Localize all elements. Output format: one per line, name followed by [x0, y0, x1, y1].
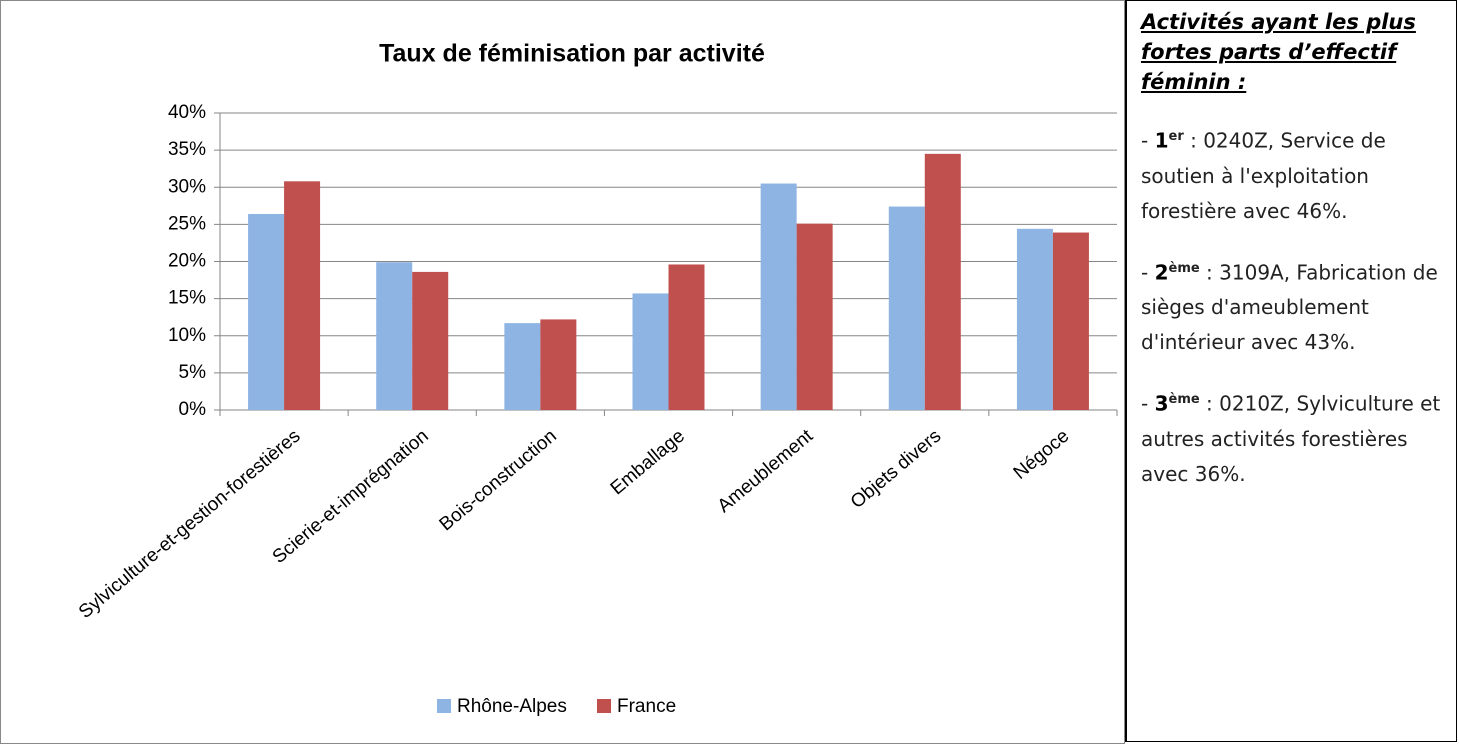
bar [760, 183, 797, 410]
item-rank: 2 [1154, 260, 1169, 285]
panel-heading: Activités ayant les plus fortes parts d’… [1141, 10, 1416, 94]
bar [412, 271, 449, 410]
legend-swatch [597, 699, 611, 713]
bar [632, 293, 669, 410]
chart-title: Taux de féminisation par activité [379, 40, 765, 68]
y-tick-label: 20% [168, 251, 206, 272]
bar [668, 264, 705, 410]
item-rank: 3 [1154, 391, 1169, 416]
bar [248, 213, 285, 410]
item-rank-suffix: ème [1168, 260, 1200, 276]
bar [1052, 232, 1089, 410]
y-tick-label: 40% [168, 102, 206, 123]
bar [504, 323, 541, 410]
item-rank-suffix: ème [1168, 392, 1200, 408]
y-tick-label: 5% [179, 362, 207, 383]
bar [540, 319, 577, 410]
item-text: : 0210Z, Sylviculture et autres activité… [1141, 391, 1441, 486]
bar [924, 153, 961, 410]
item-rank: 1 [1154, 128, 1169, 153]
item-prefix: - [1141, 128, 1155, 153]
item-prefix: - [1141, 260, 1155, 285]
chart-container: Taux de féminisation par activité 0% 5% 10… [0, 0, 1125, 744]
legend-label: Rhône-Alpes [457, 696, 567, 717]
y-tick-label: 30% [168, 176, 206, 197]
bar [888, 206, 925, 410]
side-panel: Activités ayant les plus fortes parts d’… [1125, 0, 1457, 742]
panel-item: - 2ème : 3109A, Fabrication de sièges d'… [1141, 251, 1446, 361]
y-tick-label: 25% [168, 213, 206, 234]
chart: Taux de féminisation par activité 0% 5% 10… [0, 0, 1125, 744]
y-tick-label: 15% [168, 288, 206, 309]
item-text: : 0240Z, Service de soutien à l'exploita… [1141, 128, 1386, 223]
legend-swatch [437, 699, 451, 713]
y-tick-label: 35% [168, 139, 206, 160]
bar [284, 181, 321, 410]
bar [1016, 228, 1053, 410]
panel-item: - 1er : 0240Z, Service de soutien à l'ex… [1141, 119, 1446, 229]
panel-item: - 3ème : 0210Z, Sylviculture et autres a… [1141, 382, 1446, 492]
bar [796, 223, 833, 410]
y-tick-label: 0% [179, 399, 207, 420]
item-text: : 3109A, Fabrication de sièges d'ameuble… [1141, 260, 1438, 355]
item-rank-suffix: er [1168, 129, 1184, 144]
y-tick-label: 10% [168, 325, 206, 346]
item-prefix: - [1141, 391, 1155, 416]
legend-label: France [617, 696, 676, 717]
bar [376, 262, 413, 410]
